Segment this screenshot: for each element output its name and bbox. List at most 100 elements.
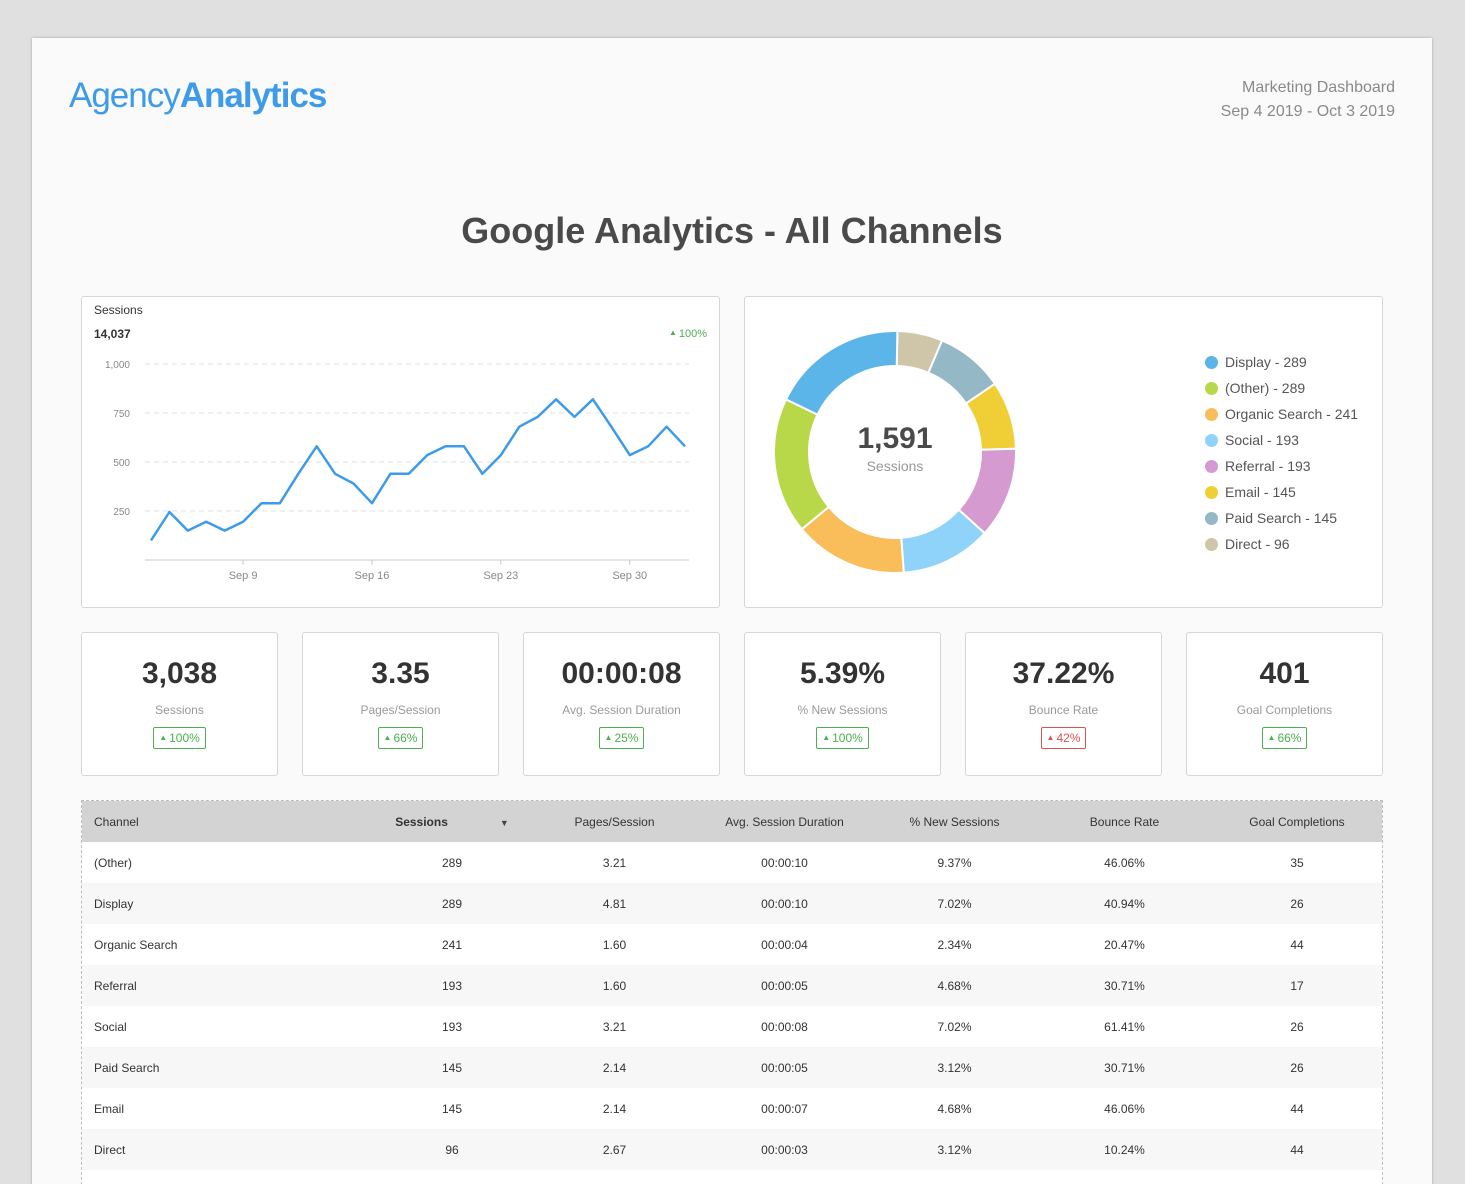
channels-table-container: Channel Sessions ▼ Pages/Session Avg. Ses…: [81, 800, 1383, 1184]
y-tick-label: 750: [113, 409, 130, 420]
sessions-series-line: [149, 398, 686, 542]
table-cell: 20.47%: [1104, 937, 1145, 952]
table-cell: 10.24%: [1104, 1142, 1145, 1157]
legend-label: Display - 289: [1225, 354, 1307, 370]
legend-swatch-icon: [1205, 381, 1218, 395]
table-cell: 26: [1290, 896, 1304, 911]
table-cell: 193: [441, 1019, 463, 1034]
column-header-pages-session[interactable]: Pages/Session: [574, 814, 655, 829]
table-cell: 00:00:10: [761, 896, 808, 911]
kpi-label: % New Sessions: [797, 703, 888, 717]
legend-item[interactable]: (Other) - 289: [1205, 375, 1358, 401]
table-cell: 289: [441, 896, 463, 911]
column-header-channel[interactable]: Channel: [94, 814, 139, 829]
legend-item[interactable]: Paid Search - 145: [1205, 505, 1358, 531]
table-cell: 30.71%: [1104, 1060, 1145, 1075]
table-cell: 2.14: [602, 1060, 627, 1075]
table-cell: 3.12%: [937, 1142, 972, 1157]
kpi-card: 5.39% % New Sessions ▲ 100%: [744, 632, 941, 776]
legend-item[interactable]: Social - 193: [1205, 427, 1358, 453]
table-cell: 3.12%: [937, 1060, 972, 1075]
column-header-sessions[interactable]: Sessions ▼: [372, 801, 532, 842]
triangle-up-icon: ▲: [1046, 733, 1055, 742]
column-header-new-sessions[interactable]: % New Sessions: [909, 814, 1000, 829]
sessions-chart-delta-value: 100%: [678, 328, 707, 340]
column-header-goal-completions[interactable]: Goal Completions: [1249, 814, 1345, 829]
table-cell: 1.60: [602, 937, 627, 952]
table-cell: 241: [441, 937, 463, 952]
logo-text-analytics: Analytics: [179, 76, 328, 115]
channels-donut-card: 1,591 Sessions Display - 289 (Other) - 28…: [744, 296, 1383, 608]
report-name: Marketing Dashboard: [1242, 79, 1395, 96]
legend-swatch-icon: [1205, 355, 1218, 369]
x-tick-label: Sep 23: [483, 570, 518, 582]
sessions-chart-delta: ▲ 100%: [669, 328, 707, 340]
table-row: Social 193 3.21 00:00:08 7.02% 61.41% 26: [82, 1006, 1382, 1047]
table-cell: 96: [445, 1142, 459, 1157]
table-cell: 46.06%: [1104, 855, 1145, 870]
kpi-delta-value: 66%: [1277, 731, 1302, 745]
table-row: (Other) 289 3.21 00:00:10 9.37% 46.06% 35: [82, 842, 1382, 883]
table-cell: Paid Search: [94, 1060, 160, 1075]
kpi-card: 401 Goal Completions ▲ 66%: [1186, 632, 1383, 776]
table-cell: Email: [94, 1101, 125, 1116]
triangle-up-icon: ▲: [1267, 733, 1276, 742]
kpi-value: 3,038: [141, 657, 218, 690]
kpi-value: 3.35: [371, 657, 430, 690]
table-cell: 2.67: [602, 1142, 627, 1157]
table-cell: 44: [1290, 1142, 1304, 1157]
legend-label: Direct - 96: [1225, 536, 1290, 552]
table-cell: (Other): [94, 855, 133, 870]
triangle-up-icon: ▲: [604, 733, 613, 742]
column-header-bounce-rate[interactable]: Bounce Rate: [1089, 814, 1160, 829]
table-cell: Social: [94, 1019, 127, 1034]
legend-swatch-icon: [1205, 537, 1218, 551]
table-cell: 26: [1290, 1060, 1304, 1075]
column-header-avg-session-duration[interactable]: Avg. Session Duration: [725, 814, 844, 829]
table-cell: 61.41%: [1104, 1019, 1145, 1034]
kpi-delta-value: 66%: [393, 731, 418, 745]
table-cell: 00:00:05: [761, 1060, 808, 1075]
legend-item[interactable]: Direct - 96: [1205, 531, 1358, 557]
legend-label: Organic Search - 241: [1225, 406, 1359, 422]
kpi-delta-badge: ▲ 100%: [816, 727, 869, 749]
legend-swatch-icon: [1205, 459, 1218, 473]
legend-item[interactable]: Email - 145: [1205, 479, 1358, 505]
table-cell: 44: [1290, 937, 1304, 952]
kpi-card: 00:00:08 Avg. Session Duration ▲ 25%: [523, 632, 720, 776]
table-cell: 9.37%: [937, 855, 972, 870]
legend-label: Social - 193: [1225, 432, 1299, 448]
caret-down-icon: ▼: [499, 817, 509, 828]
logo-text-agency: Agency: [69, 76, 181, 115]
kpi-label: Pages/Session: [360, 703, 441, 717]
donut-total-label: Sessions: [866, 458, 924, 474]
table-cell: 4.68%: [937, 1101, 972, 1116]
legend-item[interactable]: Display - 289: [1205, 349, 1358, 375]
table-cell: 145: [441, 1060, 463, 1075]
kpi-delta-badge: ▲ 66%: [1261, 727, 1308, 749]
legend-label: Referral - 193: [1225, 458, 1311, 474]
table-cell: 35: [1290, 855, 1304, 870]
x-tick-label: Sep 30: [612, 570, 647, 582]
legend-swatch-icon: [1205, 485, 1218, 499]
kpi-card: 3.35 Pages/Session ▲ 66%: [302, 632, 499, 776]
legend-item[interactable]: Referral - 193: [1205, 453, 1358, 479]
kpi-delta-value: 25%: [614, 731, 639, 745]
table-cell: 289: [441, 855, 463, 870]
sessions-line-chart-card: 250 500 750 1,000 Sep 9 Sep 16 Sep 23 Sep 30 Se…: [81, 296, 720, 608]
kpi-label: Sessions: [155, 703, 204, 717]
sessions-chart-total: 14,037: [94, 327, 131, 341]
legend-swatch-icon: [1205, 433, 1218, 447]
table-cell: 7.02%: [937, 1019, 972, 1034]
donut-slice-display[interactable]: [784, 330, 899, 416]
kpi-delta-badge: ▲ 100%: [153, 727, 206, 749]
table-cell: Organic Search: [94, 937, 178, 952]
legend-item[interactable]: Organic Search - 241: [1205, 401, 1358, 427]
table-cell: 00:00:04: [761, 937, 808, 952]
donut-slice-other[interactable]: [773, 398, 831, 531]
table-cell: 00:00:07: [761, 1101, 808, 1116]
table-row: Email 145 2.14 00:00:07 4.68% 46.06% 44: [82, 1088, 1382, 1129]
y-tick-label: 1,000: [105, 360, 130, 371]
x-tick-label: Sep 16: [355, 570, 390, 582]
kpi-label: Avg. Session Duration: [562, 703, 681, 717]
